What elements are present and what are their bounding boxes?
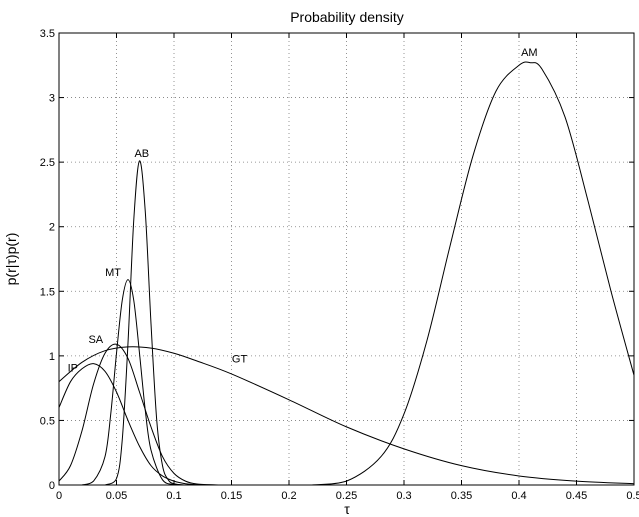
y-tick-label: 2.5 — [40, 157, 55, 169]
series-line-ip — [58, 363, 221, 486]
series-line-mt — [81, 279, 186, 486]
x-tick-label: 0.5 — [626, 490, 639, 502]
curve-label-am: AM — [521, 47, 538, 59]
y-axis-label: p(r|τ)p(r) — [3, 233, 19, 286]
x-tick-label: 0.4 — [511, 490, 526, 502]
y-tick-label: 3.5 — [40, 28, 55, 40]
curve-label-ip: IP — [68, 362, 78, 374]
y-tick-label: 1 — [49, 351, 55, 363]
x-tick-label: 0.15 — [221, 490, 242, 502]
y-tick-label: 2 — [49, 222, 55, 234]
curve-labels: IP SA MT AB GT AM — [68, 47, 538, 374]
x-tick-label: 0.45 — [566, 490, 587, 502]
curve-label-sa: SA — [88, 334, 103, 346]
curve-layer — [58, 61, 635, 486]
curve-label-ab: AB — [134, 148, 149, 160]
x-tick-label: 0.25 — [336, 490, 357, 502]
y-tick-label: 0 — [49, 480, 55, 492]
x-tick-label: 0.05 — [106, 490, 127, 502]
y-tick-label: 1.5 — [40, 286, 55, 298]
x-tick-label: 0 — [56, 490, 62, 502]
grid-lines — [59, 33, 634, 485]
curve-label-gt: GT — [232, 353, 248, 365]
axis-ticks: 0 0.05 0.1 0.15 0.2 0.25 0.3 0.35 0.4 0.45 0.5 0 0.5… — [40, 28, 639, 502]
y-tick-label: 3 — [49, 93, 55, 105]
chart-title: Probability density — [290, 9, 404, 25]
series-line-sa — [58, 343, 221, 486]
series-line-gt — [58, 346, 635, 485]
x-tick-label: 0.2 — [281, 490, 296, 502]
series-line-am — [311, 61, 635, 486]
x-tick-label: 0.1 — [166, 490, 181, 502]
y-tick-label: 0.5 — [40, 415, 55, 427]
series-line-ab — [104, 160, 186, 486]
x-tick-label: 0.35 — [451, 490, 472, 502]
x-axis-label: τ — [344, 501, 350, 517]
curve-label-mt: MT — [105, 267, 121, 279]
x-tick-label: 0.3 — [396, 490, 411, 502]
